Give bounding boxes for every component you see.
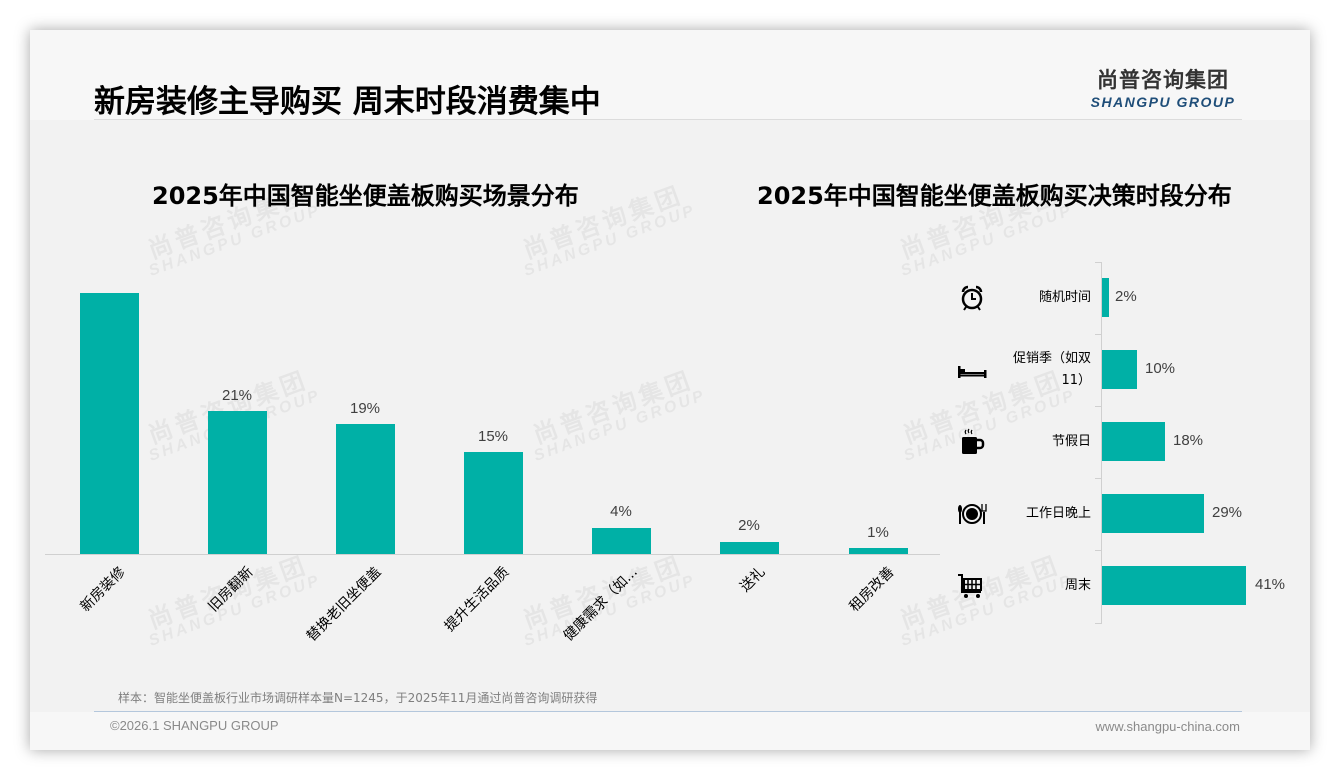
bar <box>849 548 908 554</box>
category-label: 周末 <box>1064 578 1091 593</box>
bar-group: 15% 提升生活品质 <box>429 260 557 660</box>
category-label: 旧房翻新 <box>205 564 257 616</box>
bar <box>336 424 395 554</box>
bar-row: 周末 41% <box>945 550 1305 622</box>
axis-tick <box>1095 550 1101 551</box>
bar-value-label: 18% <box>1173 432 1204 449</box>
category-label: 促销季（如双11） <box>1012 351 1091 388</box>
bar <box>1102 422 1165 461</box>
y-axis-line <box>1101 262 1102 624</box>
bar <box>1102 278 1109 317</box>
category-label: 提升生活品质 <box>441 564 513 635</box>
copyright: ©2026.1 SHANGPU GROUP <box>110 718 279 733</box>
bar-value-label: 2% <box>738 517 760 534</box>
axis-tick <box>1095 334 1101 335</box>
category-label: 新房装修 <box>77 564 129 616</box>
axis-tick <box>1095 262 1101 263</box>
slide: 新房装修主导购买 周末时段消费集中 尚普咨询集团 SHANGPU GROUP 尚… <box>30 30 1310 750</box>
category-label: 健康需求（如... <box>560 564 641 645</box>
scene-chart-title: 2025年中国智能坐便盖板购买场景分布 <box>152 182 579 210</box>
axis-tick <box>1095 406 1101 407</box>
footer-band <box>30 712 1310 750</box>
title-divider <box>94 119 1242 120</box>
bar-group: 21% 旧房翻新 <box>173 260 301 660</box>
bar <box>464 452 523 554</box>
timing-chart-title: 2025年中国智能坐便盖板购买决策时段分布 <box>757 182 1232 210</box>
bar-value-label: 41% <box>1255 576 1286 593</box>
bed-icon <box>957 356 987 384</box>
category-label: 节假日 <box>1051 434 1091 449</box>
bar-row: 工作日晚上 29% <box>945 478 1305 550</box>
bar-value-label: 19% <box>349 400 381 417</box>
scene-bar-chart: 38% 新房装修 21% 旧房翻新 19% 替换老旧坐便盖 15% 提升生活品质… <box>45 260 940 660</box>
bar-group: 1% 租房改善 <box>814 260 942 660</box>
category-label: 工作日晚上 <box>1025 506 1091 521</box>
bar-row: 随机时间 2% <box>945 262 1305 334</box>
axis-tick <box>1095 623 1101 624</box>
logo: 尚普咨询集团 SHANGPU GROUP <box>1088 64 1238 110</box>
website-link[interactable]: www.shangpu-china.com <box>1095 719 1240 734</box>
bar-value-label: 15% <box>477 428 509 445</box>
category-label: 随机时间 <box>1038 290 1091 305</box>
page-title: 新房装修主导购买 周末时段消费集中 <box>94 84 601 120</box>
bar-group: 19% 替换老旧坐便盖 <box>301 260 429 660</box>
bar <box>80 293 139 554</box>
bar <box>1102 566 1246 605</box>
logo-chinese: 尚普咨询集团 <box>1097 68 1229 92</box>
bar <box>720 542 779 554</box>
bar-value-label: 29% <box>1212 504 1243 521</box>
x-axis-line <box>45 554 940 555</box>
footer-divider <box>94 711 1242 712</box>
bar <box>1102 494 1204 533</box>
category-label: 替换老旧坐便盖 <box>303 564 385 645</box>
bar-value-label: 1% <box>867 524 889 541</box>
shopping-cart-icon <box>957 572 987 600</box>
bar-group: 38% 新房装修 <box>45 260 173 660</box>
bar-group: 2% 送礼 <box>685 260 813 660</box>
bar-group: 4% 健康需求（如... <box>557 260 685 660</box>
logo-english: SHANGPU GROUP <box>1090 94 1236 110</box>
bar-row: 节假日 18% <box>945 406 1305 478</box>
category-label: 租房改善 <box>846 564 898 616</box>
bar-value-label: 21% <box>221 387 253 404</box>
alarm-clock-icon <box>957 284 987 312</box>
plate-cutlery-icon <box>957 500 987 528</box>
bar <box>208 411 267 554</box>
bar <box>1102 350 1137 389</box>
axis-tick <box>1095 478 1101 479</box>
bar-value-label: 2% <box>1115 288 1137 305</box>
header-band <box>30 30 1310 120</box>
category-label: 送礼 <box>737 564 769 596</box>
sample-footnote: 样本：智能坐便盖板行业市场调研样本量N=1245，于2025年11月通过尚普咨询… <box>118 691 598 705</box>
bar-value-label: 10% <box>1145 360 1176 377</box>
bar <box>592 528 651 554</box>
timing-bar-chart: 随机时间 2% 促销季（如双11） 10% <box>945 262 1305 624</box>
coffee-mug-icon <box>957 428 987 456</box>
bar-row: 促销季（如双11） 10% <box>945 334 1305 406</box>
bar-value-label: 4% <box>610 503 632 520</box>
